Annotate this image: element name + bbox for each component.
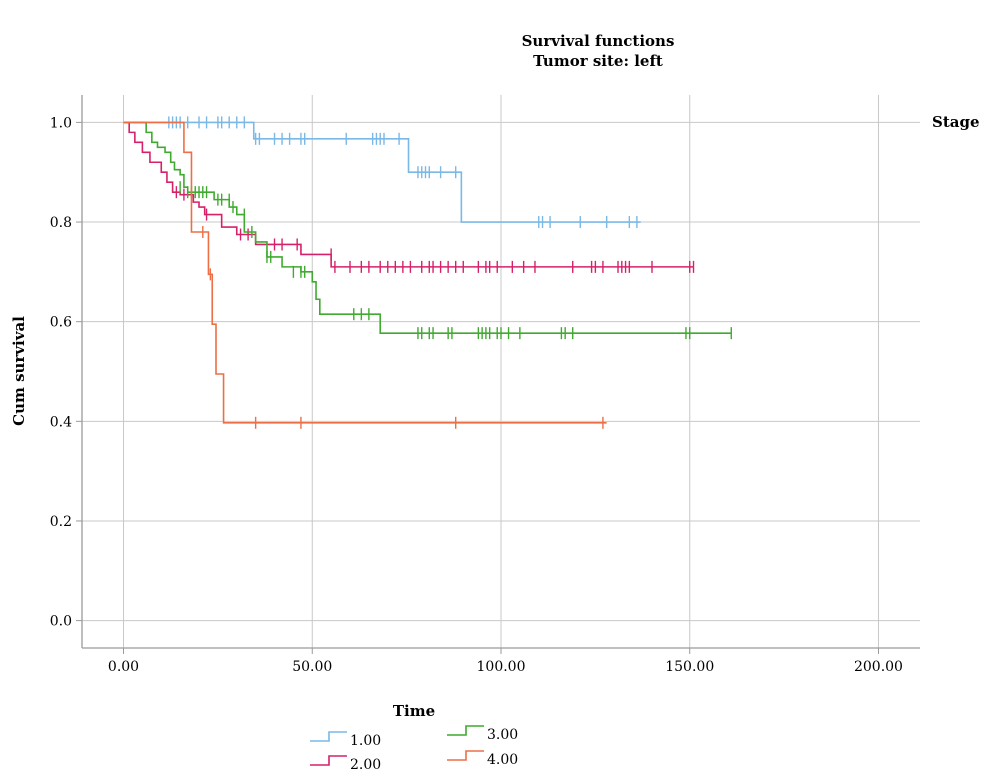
y-tick-label: 0.2 [50, 514, 72, 530]
legend-label: 4.00 [487, 752, 518, 768]
legend-label: 1.00 [350, 733, 381, 749]
survival-line-stage-4 [123, 121, 607, 424]
survival-line-stage-3 [123, 121, 732, 334]
survival-line-stage-1 [123, 121, 641, 223]
tick-labels: 0.0 0.2 0.4 0.6 0.8 1.0 0.00 50.00 100.00 150.00 2… [50, 115, 903, 675]
x-tick-label: 100.00 [477, 659, 526, 675]
series-layer [123, 116, 732, 429]
legend-title: Stage [932, 113, 980, 131]
x-axis-label: Time [393, 702, 435, 720]
legend-item-3: 3.00 [447, 725, 518, 743]
y-tick-label: 0.0 [50, 614, 72, 630]
chart-subtitle: Tumor site: left [533, 52, 663, 70]
y-tick-label: 0.4 [50, 414, 72, 430]
legend-label: 3.00 [487, 727, 518, 743]
legend-label: 2.00 [350, 757, 381, 773]
series-stage-3 [123, 121, 732, 340]
legend-swatch [310, 731, 347, 742]
x-tick-label: 50.00 [292, 659, 332, 675]
x-tick-label: 150.00 [665, 659, 714, 675]
legend-swatch [447, 725, 484, 736]
legend-item-2: 2.00 [310, 755, 381, 773]
legend: 1.00 2.00 3.00 4.00 [310, 725, 518, 773]
legend-swatch [447, 750, 484, 761]
y-tick-label: 0.6 [50, 315, 72, 331]
x-tick-label: 200.00 [854, 659, 903, 675]
y-tick-label: 1.0 [50, 115, 72, 131]
legend-item-1: 1.00 [310, 731, 381, 749]
axes [76, 95, 920, 654]
y-axis-label: Cum survival [10, 316, 28, 426]
legend-swatch [310, 755, 347, 766]
x-tick-label: 0.00 [108, 659, 139, 675]
series-stage-1 [123, 116, 641, 229]
grid-lines [82, 95, 920, 648]
series-stage-4 [123, 121, 607, 429]
legend-item-4: 4.00 [447, 750, 518, 768]
y-tick-label: 0.8 [50, 215, 72, 231]
chart-title: Survival functions [522, 32, 675, 50]
